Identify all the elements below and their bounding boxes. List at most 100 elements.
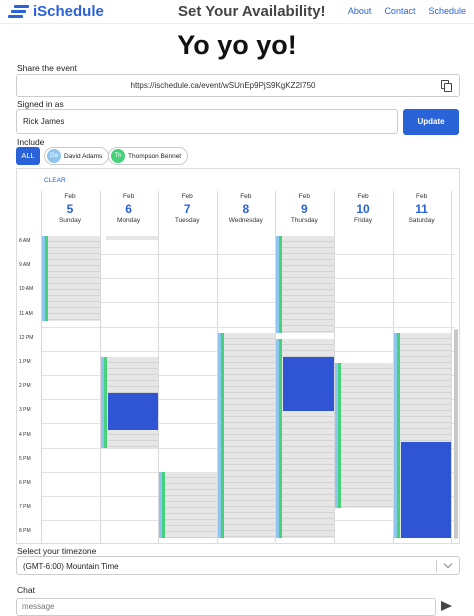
hour-label: 11 AM: [19, 310, 33, 317]
my-availability-block[interactable]: [400, 441, 452, 539]
update-button[interactable]: Update: [403, 109, 459, 135]
logo-icon: [8, 4, 30, 20]
person-name: David Adams: [64, 152, 103, 160]
group-availability-block[interactable]: [47, 236, 100, 321]
availability-calendar: CLEAR Feb 5 Sunday Feb 6 Monday Feb 7 Tuesday Feb…: [16, 168, 460, 544]
day-divider: [392, 191, 394, 543]
nav-about-link[interactable]: About: [347, 6, 372, 16]
logo-text: iSchedule: [33, 3, 104, 20]
send-icon[interactable]: [441, 601, 452, 611]
day-date: 8: [242, 202, 250, 216]
person-availability-stripe[interactable]: [279, 236, 283, 333]
person-availability-stripe[interactable]: [42, 236, 45, 321]
clear-button[interactable]: CLEAR: [44, 177, 66, 184]
include-person-chip[interactable]: Da David Adams: [44, 147, 110, 165]
top-bar: iSchedule Set Your Availability! About C…: [0, 0, 474, 24]
group-availability-block[interactable]: [281, 236, 334, 333]
day-date: 5: [66, 202, 74, 216]
timezone-select[interactable]: (GMT-6:00) Mountain Time: [16, 556, 460, 575]
my-availability-block[interactable]: [107, 393, 159, 430]
group-availability-block[interactable]: [340, 363, 393, 509]
event-name: Yo yo yo!: [177, 30, 297, 60]
person-availability-stripe[interactable]: [159, 471, 163, 539]
day-weekday: Monday: [117, 217, 141, 224]
site-title: Set Your Availability!: [178, 3, 326, 20]
person-availability-stripe[interactable]: [335, 363, 338, 509]
hour-label: 10 AM: [19, 286, 34, 293]
chat-label: Chat: [17, 585, 35, 595]
day-date: 7: [183, 202, 191, 216]
availability-grid[interactable]: 8 AM 9 AM 10 AM 11 AM 12 PM 1 PM 2 PM 3 PM 4 PM 5…: [17, 191, 459, 543]
day-header-monday: Feb 6 Monday: [100, 193, 158, 224]
hour-label: 8 AM: [19, 238, 31, 244]
day-date: 11: [415, 202, 428, 216]
hour-label: 5 PM: [19, 455, 31, 462]
copy-icon[interactable]: [441, 80, 452, 92]
avatar: Da: [47, 149, 61, 163]
day-weekday: Sunday: [58, 217, 82, 224]
day-weekday: Tuesday: [174, 217, 200, 224]
logo[interactable]: iSchedule: [8, 3, 104, 20]
person-availability-stripe[interactable]: [217, 332, 221, 539]
name-input[interactable]: Rick James: [16, 109, 398, 134]
day-date: 10: [356, 202, 370, 216]
person-availability-stripe[interactable]: [100, 357, 104, 448]
day-divider: [451, 191, 453, 543]
nav-menu: About Contact Schedule: [348, 6, 466, 16]
day-month: Feb: [240, 193, 252, 200]
person-availability-stripe[interactable]: [276, 338, 280, 539]
day-divider: [99, 191, 101, 543]
group-availability-block[interactable]: [164, 471, 217, 539]
group-availability-block[interactable]: [222, 332, 276, 539]
hour-label: 8 PM: [19, 528, 31, 535]
person-availability-stripe[interactable]: [162, 471, 166, 539]
person-availability-stripe[interactable]: [45, 236, 48, 321]
share-url-field[interactable]: https://ischedule.ca/event/wSUnEp9PjS9Kg…: [16, 74, 460, 97]
include-person-chip[interactable]: Th Thompson Bennet: [108, 147, 189, 165]
person-name: Thompson Bennet: [128, 152, 182, 160]
my-availability-block[interactable]: [283, 357, 334, 412]
share-label: Share the event: [17, 63, 78, 73]
person-availability-stripe[interactable]: [393, 332, 397, 539]
share-url[interactable]: https://ischedule.ca/event/wSUnEp9PjS9Kg…: [130, 81, 316, 90]
hour-label: 2 PM: [19, 383, 31, 390]
day-month: Feb: [298, 193, 310, 200]
nav-contact-link[interactable]: Contact: [384, 6, 416, 16]
day-weekday: Friday: [353, 217, 373, 224]
hour-label: 6 PM: [19, 480, 31, 486]
day-header-friday: Feb 10 Friday: [334, 193, 392, 224]
day-header-sunday: Feb 5 Sunday: [41, 193, 99, 224]
day-header-tuesday: Feb 7 Tuesday: [158, 193, 216, 224]
hour-label: 1 PM: [19, 359, 31, 365]
message-input[interactable]: [22, 602, 422, 611]
include-label: Include: [17, 137, 45, 147]
hour-label: 9 AM: [19, 262, 31, 269]
day-divider: [158, 191, 160, 543]
day-month: Feb: [181, 193, 193, 200]
hour-gridline: [41, 254, 455, 255]
person-availability-stripe[interactable]: [220, 332, 224, 539]
chevron-down-icon[interactable]: [443, 559, 453, 569]
person-availability-stripe[interactable]: [103, 357, 107, 448]
nav-schedule-link[interactable]: Schedule: [428, 6, 466, 16]
day-month: Feb: [357, 193, 369, 200]
day-header-wednesday: Feb 8 Wednesday: [217, 193, 275, 224]
message-field[interactable]: [16, 598, 436, 616]
day-divider: [275, 191, 277, 543]
person-availability-stripe[interactable]: [396, 332, 400, 539]
hour-gridline: [41, 278, 455, 280]
day-header-saturday: Feb 11 Saturday: [393, 193, 451, 224]
day-month: Feb: [415, 193, 428, 200]
person-availability-stripe[interactable]: [276, 236, 280, 333]
group-availability-block[interactable]: [105, 236, 159, 240]
day-divider: [216, 191, 218, 543]
day-month: Feb: [122, 193, 135, 200]
calendar-scrollbar[interactable]: [454, 329, 458, 539]
include-all-button[interactable]: ALL: [16, 147, 40, 165]
name-value: Rick James: [23, 117, 65, 126]
person-availability-stripe[interactable]: [279, 338, 283, 539]
person-availability-stripe[interactable]: [338, 363, 341, 509]
hour-label: 3 PM: [19, 407, 31, 414]
day-date: 9: [301, 202, 308, 216]
day-weekday: Thursday: [290, 217, 318, 224]
